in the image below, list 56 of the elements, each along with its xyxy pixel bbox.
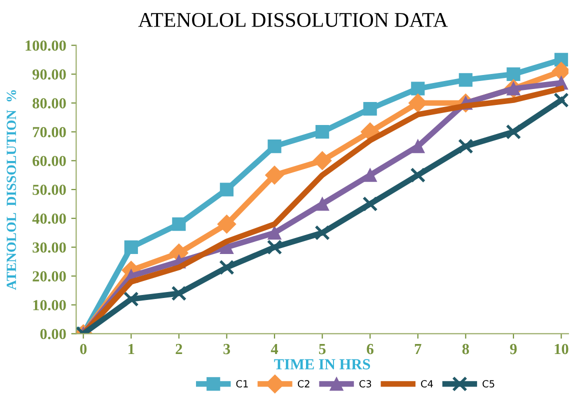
point	[217, 214, 236, 234]
y-tick-label: 40.00	[32, 214, 66, 224]
x-tick-label: 10	[554, 344, 568, 354]
point	[363, 102, 377, 116]
point	[268, 139, 282, 154]
x-tick-label: 7	[414, 344, 422, 354]
point	[219, 260, 234, 276]
x-tick-label: 3	[223, 344, 230, 354]
legend-label: C2	[298, 380, 310, 388]
point	[220, 182, 234, 196]
x-tick-label: 4	[270, 344, 278, 354]
point	[268, 226, 282, 240]
point	[124, 240, 138, 254]
point	[458, 138, 474, 154]
y-tick-label: 80.00	[32, 98, 66, 109]
x-tick-label: 9	[510, 344, 517, 354]
point	[410, 167, 426, 183]
y-tick-label: 0.00	[40, 328, 66, 340]
x-tick-label: 1	[128, 344, 134, 354]
point	[315, 197, 330, 211]
point	[411, 82, 425, 96]
point	[312, 151, 332, 170]
x-tick-label: 8	[462, 344, 469, 354]
legend-label: C3	[359, 380, 372, 388]
point	[314, 225, 330, 240]
chart-title: ATENOLOL DISSOLUTION DATA	[138, 12, 448, 27]
point	[458, 73, 472, 87]
point	[265, 166, 284, 184]
point	[506, 67, 520, 81]
y-tick-label: 90.00	[32, 69, 66, 80]
y-tick-label: 10.00	[33, 300, 66, 310]
y-axis-title: ATENOLOL DISSOLUTION %	[6, 90, 16, 290]
x-tick-label: 5	[319, 344, 326, 354]
y-tick-label: 60.00	[32, 156, 66, 166]
point	[411, 139, 425, 154]
point	[124, 291, 139, 307]
x-axis-title: TIME IN HRS	[274, 359, 370, 370]
legend-label: C5	[482, 380, 494, 388]
x-tick-label: 0	[80, 344, 87, 354]
point	[554, 92, 568, 108]
legend-label: C4	[421, 380, 433, 388]
point	[363, 168, 377, 182]
legend-label: C1	[236, 380, 248, 388]
point	[266, 240, 282, 255]
x-tick-label: 2	[176, 344, 182, 354]
y-tick-label: 50.00	[32, 184, 66, 196]
point	[315, 125, 330, 139]
point	[171, 286, 187, 301]
y-tick-label: 100.00	[26, 40, 66, 51]
y-tick-label: 30.00	[32, 242, 66, 253]
point	[362, 196, 378, 212]
y-tick-label: 20.00	[32, 271, 66, 282]
point	[172, 217, 186, 231]
x-tick-label: 6	[366, 344, 374, 354]
point	[506, 124, 522, 140]
y-tick-label: 70.00	[32, 126, 66, 138]
